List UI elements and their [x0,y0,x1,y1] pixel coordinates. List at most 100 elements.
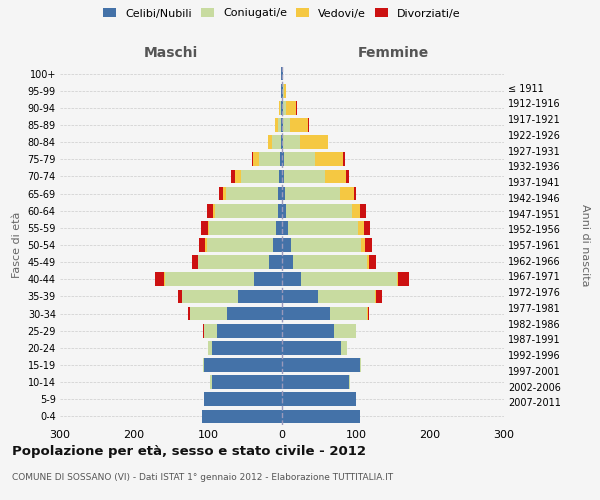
Bar [397,272,398,286]
Bar [317,290,375,304]
Bar [284,152,316,166]
Bar [200,221,208,234]
Bar [272,136,281,149]
Bar [283,118,290,132]
Bar [282,118,283,132]
Bar [361,238,365,252]
Bar [188,306,190,320]
Bar [282,272,301,286]
Bar [325,170,346,183]
Bar [293,256,367,269]
Bar [202,410,282,424]
Bar [208,221,209,234]
Bar [276,221,282,234]
Bar [213,204,215,218]
Bar [254,272,282,286]
Bar [282,410,360,424]
Bar [316,152,343,166]
Bar [203,358,204,372]
Bar [282,238,291,252]
Bar [199,238,205,252]
Bar [368,306,370,320]
Bar [215,204,278,218]
Bar [282,170,284,183]
Bar [367,306,368,320]
Bar [206,238,273,252]
Bar [208,341,212,354]
Bar [308,118,310,132]
Bar [212,376,282,389]
Y-axis label: Anni di nascita: Anni di nascita [580,204,590,286]
Bar [205,238,206,252]
Bar [346,170,349,183]
Bar [182,290,238,304]
Bar [281,84,282,98]
Bar [367,256,368,269]
Bar [278,118,281,132]
Bar [364,221,370,234]
Bar [197,256,199,269]
Bar [282,290,317,304]
Bar [238,290,282,304]
Bar [231,170,235,183]
Bar [268,136,272,149]
Bar [334,324,356,338]
Bar [290,118,308,132]
Bar [286,204,352,218]
Bar [341,341,347,354]
Bar [281,136,282,149]
Bar [227,306,282,320]
Bar [165,272,254,286]
Bar [199,256,269,269]
Bar [291,238,361,252]
Text: COMUNE DI SOSSANO (VI) - Dati ISTAT 1° gennaio 2012 - Elaborazione TUTTITALIA.IT: COMUNE DI SOSSANO (VI) - Dati ISTAT 1° g… [12,472,393,482]
Bar [398,272,409,286]
Text: Maschi: Maschi [144,46,198,60]
Bar [282,136,283,149]
Bar [283,136,300,149]
Bar [286,101,296,114]
Bar [282,84,283,98]
Bar [375,290,376,304]
Bar [164,272,165,286]
Bar [282,101,283,114]
Bar [283,84,284,98]
Bar [282,376,349,389]
Bar [278,204,282,218]
Bar [282,221,288,234]
Bar [178,290,182,304]
Bar [285,186,340,200]
Bar [279,101,280,114]
Bar [203,324,217,338]
Bar [226,186,278,200]
Bar [235,170,241,183]
Bar [340,186,354,200]
Bar [280,152,282,166]
Bar [251,152,253,166]
Bar [190,306,227,320]
Bar [365,238,372,252]
Bar [217,324,282,338]
Bar [155,272,164,286]
Bar [343,152,345,166]
Bar [284,170,325,183]
Bar [284,84,286,98]
Bar [282,66,283,80]
Bar [212,341,282,354]
Bar [349,376,350,389]
Bar [282,186,285,200]
Bar [241,170,279,183]
Bar [296,101,297,114]
Bar [219,186,223,200]
Bar [282,152,284,166]
Bar [280,101,281,114]
Bar [354,186,356,200]
Bar [282,204,286,218]
Y-axis label: Fasce di età: Fasce di età [12,212,22,278]
Bar [223,186,226,200]
Bar [209,221,276,234]
Bar [282,341,341,354]
Bar [259,152,280,166]
Bar [282,358,360,372]
Text: Femmine: Femmine [358,46,428,60]
